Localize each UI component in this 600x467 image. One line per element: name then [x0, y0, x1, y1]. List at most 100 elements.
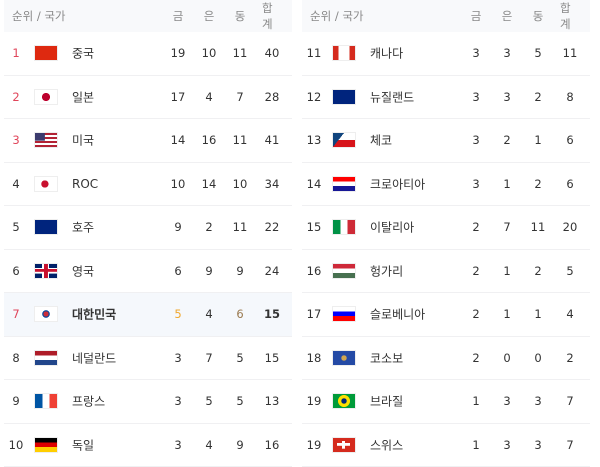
- table-row[interactable]: 18 코소보 2 0 0 2: [302, 337, 590, 381]
- table-row[interactable]: 17 슬로베니아 2 1 1 4: [302, 293, 590, 337]
- gold-count: 17: [171, 90, 186, 104]
- uk-flag-icon: [34, 263, 58, 279]
- table-row[interactable]: 8 네덜란드 3 7 5 15: [4, 337, 292, 381]
- country-name[interactable]: 미국: [72, 132, 94, 149]
- header-bronze[interactable]: 동: [235, 8, 246, 24]
- country-name[interactable]: 헝가리: [370, 262, 403, 279]
- country-name[interactable]: ROC: [72, 177, 98, 191]
- total-count: 40: [265, 46, 280, 60]
- country-name[interactable]: 영국: [72, 262, 94, 279]
- rank: 6: [12, 264, 19, 278]
- country-name[interactable]: 이탈리아: [370, 219, 414, 236]
- country-name[interactable]: 크로아티아: [370, 175, 425, 192]
- country-name[interactable]: 브라질: [370, 393, 403, 410]
- japan-flag-icon: [34, 89, 58, 105]
- gold-count: 2: [472, 307, 479, 321]
- table-row[interactable]: 13 체코 3 2 1 6: [302, 119, 590, 163]
- rank: 19: [307, 394, 322, 408]
- header-rank-country[interactable]: 순위 / 국가: [310, 8, 364, 24]
- bronze-count: 3: [534, 394, 541, 408]
- silver-count: 5: [205, 394, 212, 408]
- table-row[interactable]: 7 대한민국 5 4 6 15: [4, 293, 292, 337]
- country-name[interactable]: 대한민국: [72, 306, 116, 323]
- medal-table-right: 순위 / 국가 금 은 동 합계 11 캐나다 3 3 5 11 12 뉴질랜드…: [302, 0, 590, 467]
- croatia-flag-icon: [332, 176, 356, 192]
- rank: 13: [307, 133, 322, 147]
- rank: 12: [307, 90, 322, 104]
- table-row[interactable]: 12 뉴질랜드 3 3 2 8: [302, 76, 590, 120]
- gold-count: 3: [472, 177, 479, 191]
- country-name[interactable]: 중국: [72, 45, 94, 62]
- gold-count: 1: [472, 438, 479, 452]
- table-row[interactable]: 1 중국 19 10 11 40: [4, 32, 292, 76]
- france-flag-icon: [34, 393, 58, 409]
- table-header: 순위 / 국가 금 은 동 합계: [302, 0, 590, 32]
- total-count: 34: [265, 177, 280, 191]
- table-row[interactable]: 6 영국 6 9 9 24: [4, 250, 292, 294]
- bronze-count: 5: [236, 351, 243, 365]
- silver-count: 2: [205, 220, 212, 234]
- bronze-count: 11: [233, 220, 248, 234]
- country-name[interactable]: 캐나다: [370, 45, 403, 62]
- gold-count: 5: [174, 307, 181, 321]
- country-name[interactable]: 독일: [72, 436, 94, 453]
- country-name[interactable]: 네덜란드: [72, 349, 116, 366]
- country-name[interactable]: 체코: [370, 132, 392, 149]
- table-row[interactable]: 11 캐나다 3 3 5 11: [302, 32, 590, 76]
- header-gold[interactable]: 금: [471, 8, 482, 24]
- table-row[interactable]: 15 이탈리아 2 7 11 20: [302, 206, 590, 250]
- bronze-count: 2: [534, 177, 541, 191]
- total-count: 20: [563, 220, 578, 234]
- germany-flag-icon: [34, 437, 58, 453]
- gold-count: 10: [171, 177, 186, 191]
- table-row[interactable]: 19 브라질 1 3 3 7: [302, 380, 590, 424]
- total-count: 24: [265, 264, 280, 278]
- gold-count: 1: [472, 394, 479, 408]
- brazil-flag-icon: [332, 393, 356, 409]
- bronze-count: 2: [534, 90, 541, 104]
- bronze-count: 1: [534, 133, 541, 147]
- usa-flag-icon: [34, 132, 58, 148]
- table-row[interactable]: 19 스위스 1 3 3 7: [302, 424, 590, 467]
- silver-count: 4: [205, 90, 212, 104]
- rank: 19: [307, 438, 322, 452]
- slovenia-flag-icon: [332, 306, 356, 322]
- country-name[interactable]: 프랑스: [72, 393, 105, 410]
- country-name[interactable]: 스위스: [370, 436, 403, 453]
- silver-count: 1: [503, 307, 510, 321]
- bronze-count: 5: [534, 46, 541, 60]
- header-total[interactable]: 합계: [262, 0, 282, 32]
- gold-count: 2: [472, 220, 479, 234]
- gold-count: 2: [472, 351, 479, 365]
- header-gold[interactable]: 금: [173, 8, 184, 24]
- country-name[interactable]: 호주: [72, 219, 94, 236]
- total-count: 7: [566, 394, 573, 408]
- silver-count: 3: [503, 46, 510, 60]
- total-count: 4: [566, 307, 573, 321]
- country-name[interactable]: 일본: [72, 88, 94, 105]
- header-bronze[interactable]: 동: [533, 8, 544, 24]
- header-silver[interactable]: 은: [502, 8, 513, 24]
- table-row[interactable]: 5 호주 9 2 11 22: [4, 206, 292, 250]
- table-row[interactable]: 3 미국 14 16 11 41: [4, 119, 292, 163]
- total-count: 28: [265, 90, 280, 104]
- country-name[interactable]: 슬로베니아: [370, 306, 425, 323]
- new-zealand-flag-icon: [332, 89, 356, 105]
- medal-table-left: 순위 / 국가 금 은 동 합계 1 중국 19 10 11 40 2 일본 1…: [4, 0, 292, 467]
- header-rank-country[interactable]: 순위 / 국가: [12, 8, 66, 24]
- header-total[interactable]: 합계: [560, 0, 580, 32]
- header-silver[interactable]: 은: [204, 8, 215, 24]
- table-row[interactable]: 2 일본 17 4 7 28: [4, 76, 292, 120]
- table-row[interactable]: 9 프랑스 3 5 5 13: [4, 380, 292, 424]
- country-name[interactable]: 뉴질랜드: [370, 88, 414, 105]
- country-name[interactable]: 코소보: [370, 349, 403, 366]
- gold-count: 3: [174, 394, 181, 408]
- table-row[interactable]: 4 ROC 10 14 10 34: [4, 163, 292, 207]
- total-count: 6: [566, 133, 573, 147]
- bronze-count: 11: [531, 220, 546, 234]
- total-count: 41: [265, 133, 280, 147]
- bronze-count: 9: [236, 264, 243, 278]
- table-row[interactable]: 16 헝가리 2 1 2 5: [302, 250, 590, 294]
- table-row[interactable]: 14 크로아티아 3 1 2 6: [302, 163, 590, 207]
- table-row[interactable]: 10 독일 3 4 9 16: [4, 424, 292, 467]
